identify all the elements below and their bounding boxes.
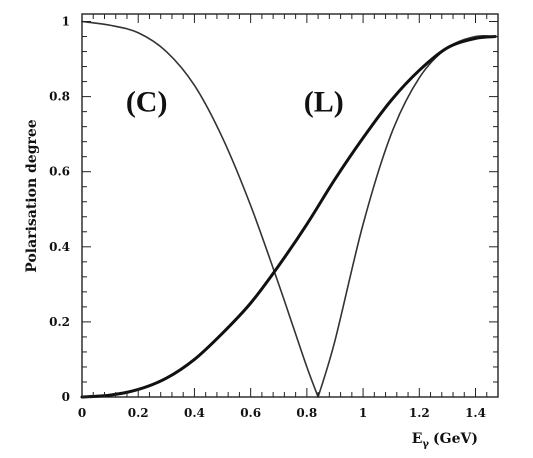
x-tick-label: 0.4: [184, 406, 205, 420]
series-2-line: [80, 35, 497, 399]
plot-frame: [81, 13, 499, 398]
curve-label-2: (L): [304, 86, 344, 119]
x-tick-label: 0.2: [128, 406, 149, 420]
y-tick-label: 0.6: [49, 165, 70, 179]
x-axis-title-subscript: γ: [422, 439, 429, 450]
series-1-line-part-1: [81, 20, 319, 398]
series-group: (C) (L): [80, 20, 497, 399]
curve-label-1: (C): [126, 86, 168, 119]
x-tick-label: 0.6: [240, 406, 261, 420]
x-axis-title-main: E: [412, 431, 423, 447]
y-tick-label: 1: [62, 15, 70, 29]
x-tick-label: 1.4: [465, 406, 486, 420]
y-tick-label: 0: [62, 390, 70, 404]
y-tick-label: 0.2: [49, 315, 70, 329]
y-tick-label: 0.4: [49, 240, 70, 254]
y-tick-label: 0.8: [49, 90, 70, 104]
axes: [81, 13, 499, 398]
series-1-line-part-2: [317, 34, 496, 398]
x-axis-title: Eγ (GeV): [412, 431, 478, 450]
labels: Polarisation degree Eγ (GeV): [24, 119, 478, 450]
x-tick-label: 0: [78, 406, 86, 420]
x-tick-label: 0.8: [296, 406, 317, 420]
ticks: 0 0.2 0.4 0.6 0.8 1 1.2 1.4 0 0.2 0.4 0.6 0.8 1: [49, 14, 499, 420]
x-tick-label: 1: [359, 406, 367, 420]
x-tick-label: 1.2: [409, 406, 430, 420]
x-axis-title-unit: (GeV): [433, 431, 478, 447]
y-axis-title: Polarisation degree: [24, 119, 40, 272]
